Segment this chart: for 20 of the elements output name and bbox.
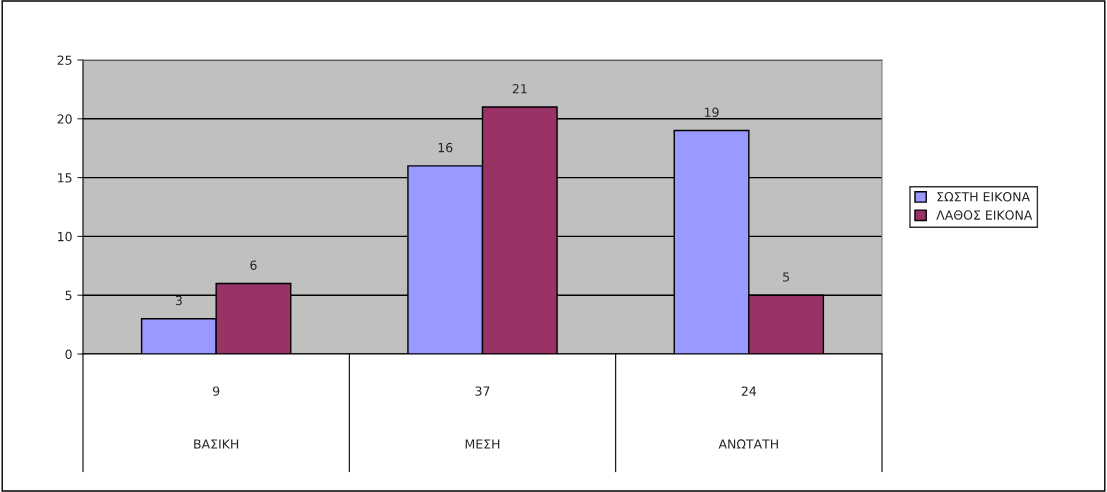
legend-label: ΛΑΘΟΣ ΕΙΚΟΝΑ	[936, 210, 1033, 220]
x-tick-label: ΒΑΣΙΚΗ	[194, 439, 239, 449]
data-label: 6	[250, 260, 257, 270]
y-tick-label: 10	[58, 231, 72, 242]
data-label: 3	[175, 295, 182, 306]
x-tick-label: ΜΕΣΗ	[465, 439, 500, 449]
y-tick-label: 15	[58, 173, 72, 183]
total-label: 9	[212, 386, 220, 396]
data-label: 21	[512, 84, 527, 94]
legend-label: ΣΩΣΤΗ ΕΙΚΟΝΑ	[937, 192, 1030, 202]
x-tick-label: ΑΝΩΤΑΤΗ	[718, 439, 778, 449]
total-label: 24	[741, 386, 757, 396]
y-tick-label: 20	[57, 114, 72, 124]
y-tick-label: 0	[65, 349, 72, 359]
y-tick-label: 25	[57, 55, 72, 65]
data-label: 5	[783, 272, 789, 282]
y-tick-label: 5	[65, 290, 72, 301]
data-label: 19	[704, 107, 719, 118]
data-label: 16	[438, 142, 453, 153]
total-label: 37	[475, 386, 490, 396]
